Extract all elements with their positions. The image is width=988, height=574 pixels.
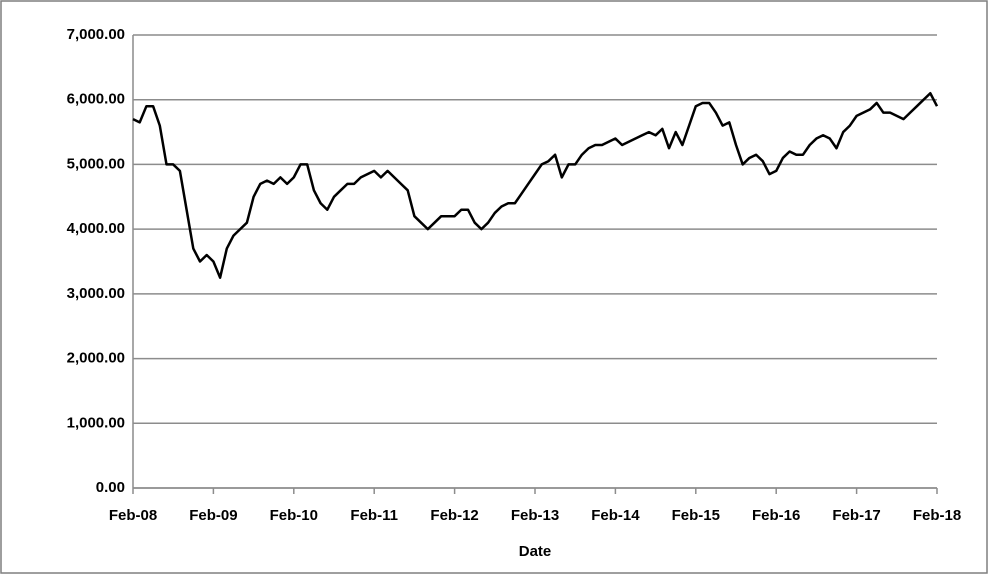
x-tick-label: Feb-18 [913, 507, 961, 524]
y-tick-label: 2,000.00 [67, 350, 125, 367]
x-tick-label: Feb-10 [270, 507, 318, 524]
y-tick-label: 4,000.00 [67, 220, 125, 237]
x-tick-label: Feb-16 [752, 507, 800, 524]
x-tick-label: Feb-09 [189, 507, 237, 524]
y-tick-label: 5,000.00 [67, 155, 125, 172]
y-tick-label: 1,000.00 [67, 414, 125, 431]
x-axis-title: Date [519, 543, 552, 560]
x-tick-label: Feb-11 [350, 507, 398, 524]
y-tick-label: 6,000.00 [67, 91, 125, 108]
y-tick-label: 7,000.00 [67, 26, 125, 43]
x-tick-label: Feb-15 [672, 507, 720, 524]
data-line [132, 91, 939, 279]
x-tick-label: Feb-08 [109, 507, 157, 524]
x-tick-label: Feb-13 [511, 507, 559, 524]
x-tick-label: Feb-17 [832, 507, 880, 524]
y-tick-label: 3,000.00 [67, 285, 125, 302]
x-tick-label: Feb-14 [591, 507, 640, 524]
x-tick-label: Feb-12 [430, 507, 478, 524]
y-tick-label: 0.00 [96, 479, 125, 496]
